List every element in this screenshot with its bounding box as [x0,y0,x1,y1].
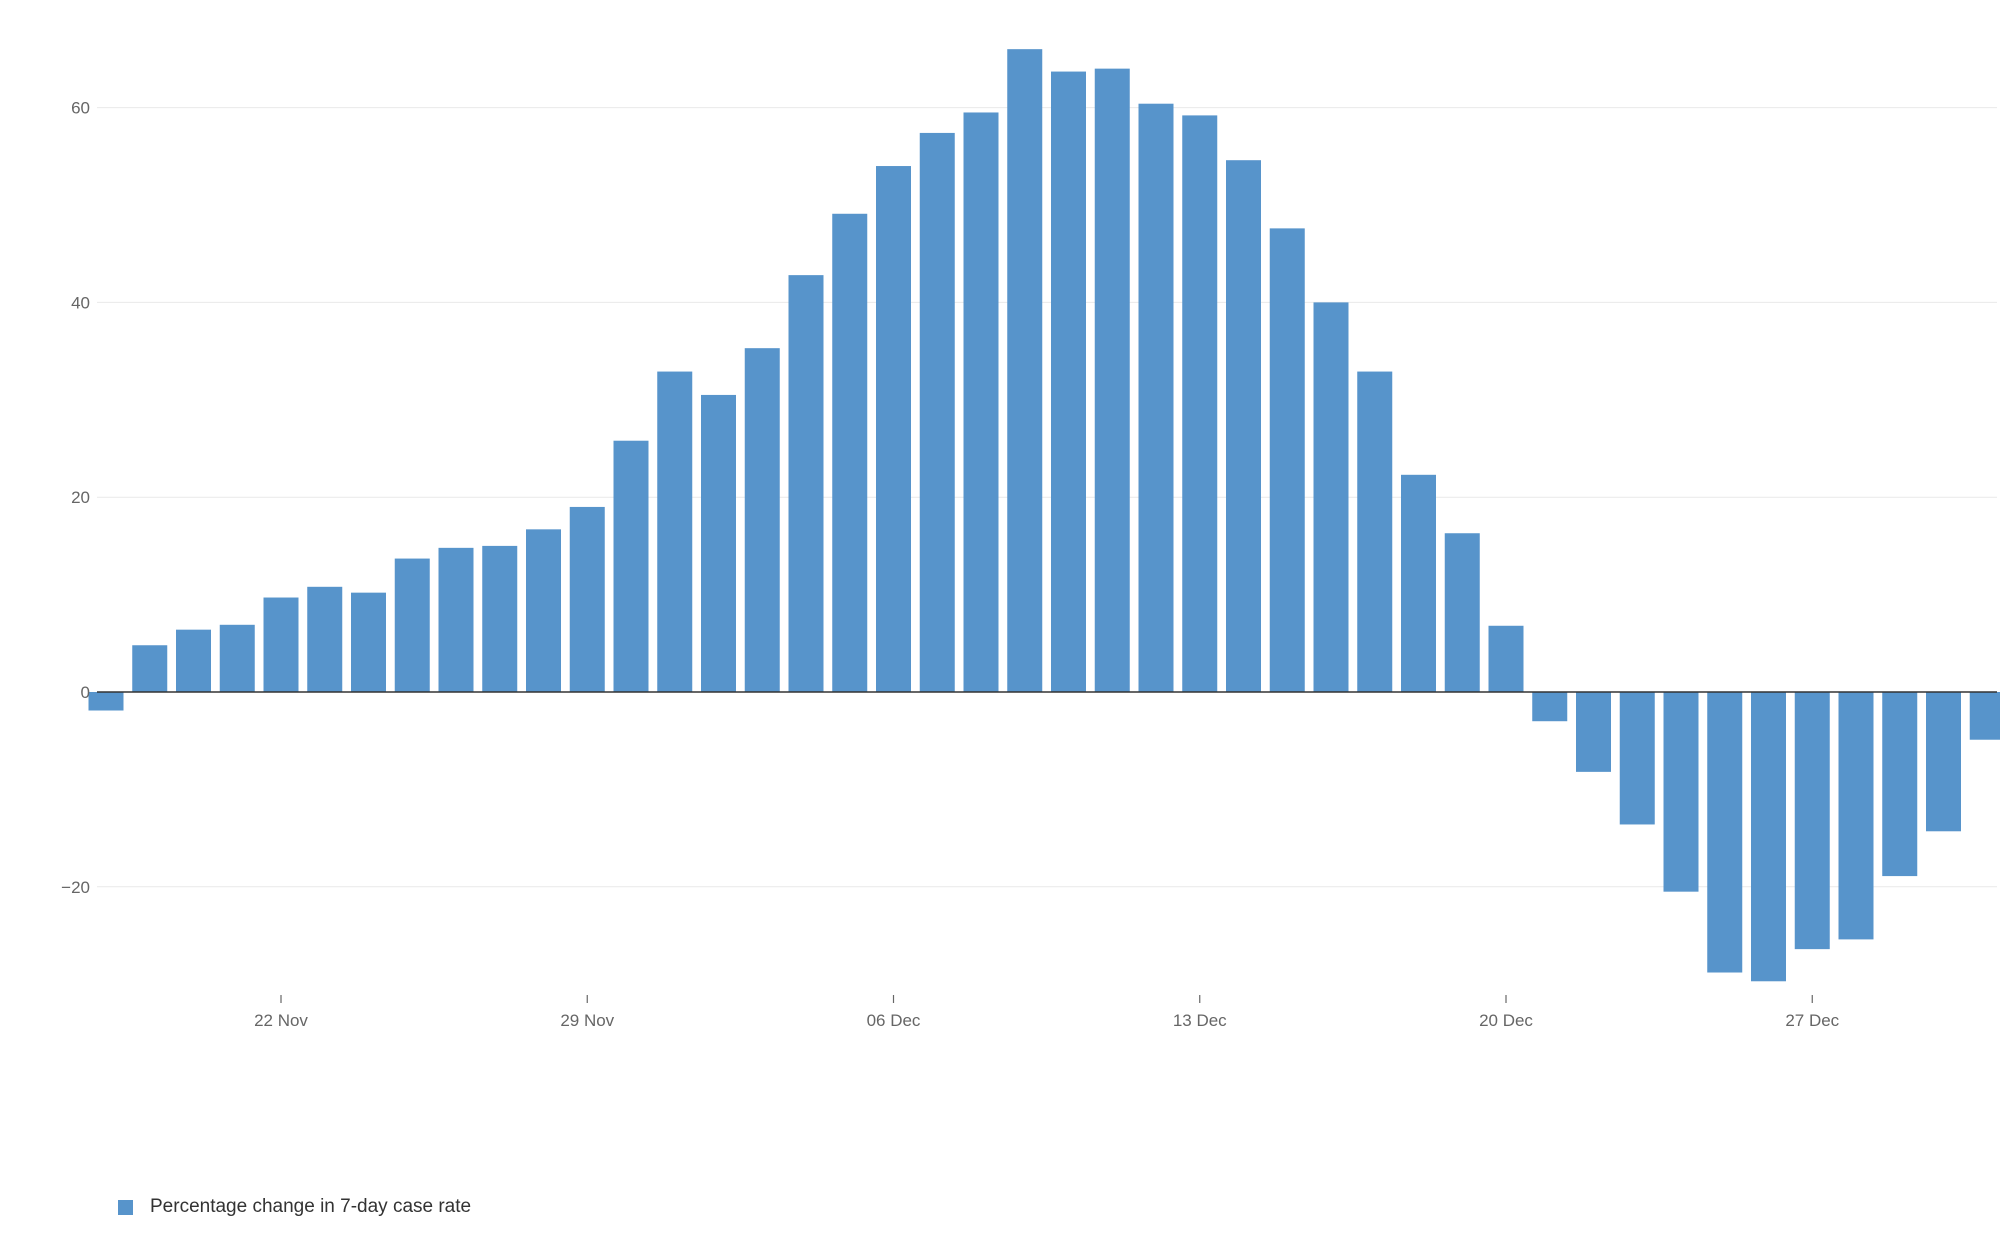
bar [1182,115,1218,693]
y-tick-label: −20 [61,878,90,897]
bar [1226,160,1261,693]
bar [1269,228,1305,692]
bar [1663,692,1699,892]
legend-swatch [118,1199,133,1215]
bar [1401,474,1436,692]
bar [1969,692,2000,740]
bar [1007,49,1043,693]
y-tick-label: 20 [71,488,90,507]
x-tick-label: 20 Dec [1479,1011,1533,1030]
bar [1926,692,1961,832]
y-tick-label: 0 [81,683,90,702]
bars [88,49,2000,982]
legend: Percentage change in 7-day case rate [118,1196,471,1218]
bar [701,394,736,692]
bar [526,529,561,692]
bar [263,597,299,692]
x-tick-label: 22 Nov [254,1011,308,1030]
x-tick-label: 27 Dec [1785,1011,1839,1030]
y-tick-label: 60 [71,99,90,118]
bar [832,213,868,693]
bar [1488,625,1524,692]
bar [657,371,693,692]
bar [219,624,255,692]
bar [88,692,124,711]
x-tick-label: 13 Dec [1173,1011,1227,1030]
bar [351,592,386,692]
bar [1619,692,1655,825]
bar [788,275,824,692]
bar [1838,692,1874,940]
bar [1051,71,1086,692]
bar [1751,692,1786,982]
bar [438,547,474,692]
bar [1576,692,1611,772]
bar [1094,68,1130,692]
bar [1138,103,1174,693]
y-tick-label: 40 [71,293,90,312]
x-tick-label: 06 Dec [867,1011,921,1030]
x-tick-label: 29 Nov [560,1011,614,1030]
bar [482,545,518,692]
bar [744,348,780,692]
bar [394,558,430,692]
bar [1313,302,1349,692]
bar [1882,692,1918,877]
bar [1444,533,1480,692]
bar [963,112,999,693]
bar [1794,692,1830,950]
bar [1707,692,1743,973]
bar [876,166,911,693]
bar [176,629,211,692]
axes: −20 0 20 40 60 22 Nov 29 Nov 06 Dec 13 Dec 20 Dec… [61,99,1997,1030]
bar [569,506,605,692]
legend-label: Percentage change in 7-day case rate [150,1196,472,1217]
bar [613,440,649,692]
bar [919,132,955,692]
bar [1357,371,1393,692]
bar [1532,692,1568,722]
bar [132,645,168,692]
bar [307,586,343,692]
